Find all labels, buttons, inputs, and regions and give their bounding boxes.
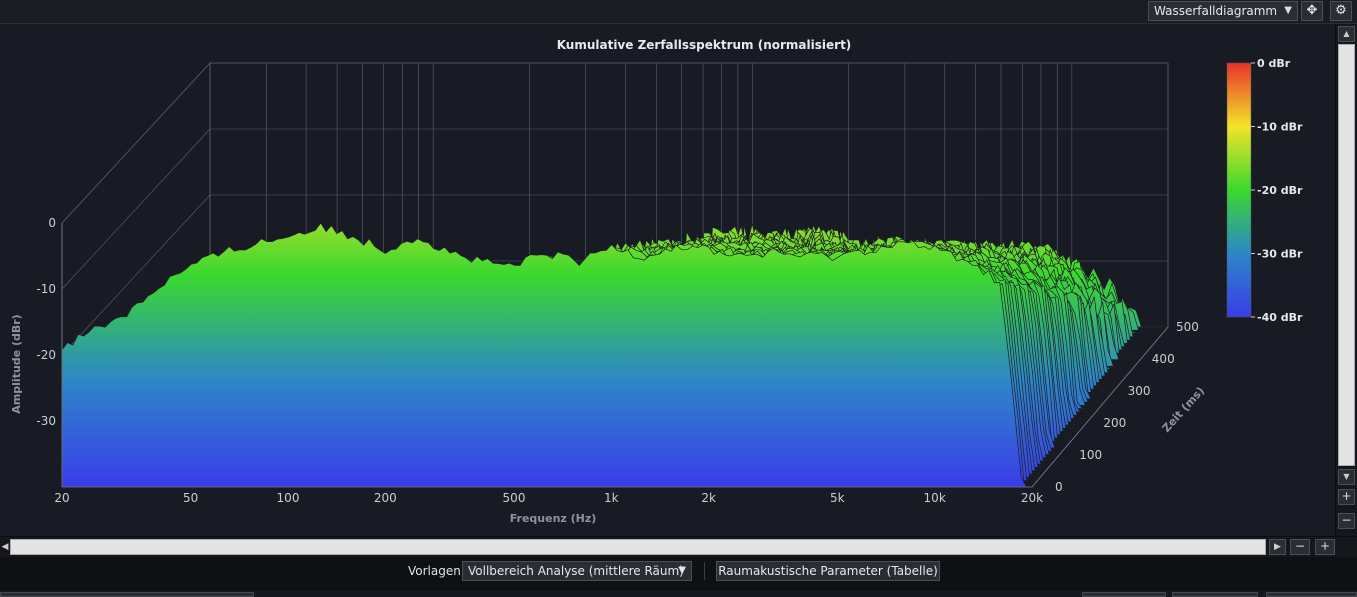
- x-tick-label: 200: [374, 491, 397, 505]
- zoom-in-vertical-button[interactable]: +: [1338, 489, 1355, 505]
- z-tick-label: 200: [1103, 416, 1126, 430]
- z-axis-label: Zeit (ms): [1160, 384, 1207, 435]
- tab-stub[interactable]: [1082, 592, 1166, 597]
- top-toolbar: Wasserfalldiagramm ▼ ✥ ⚙: [0, 0, 1357, 24]
- y-tick-label: -20: [36, 348, 56, 362]
- presets-label: Vorlagen: [408, 564, 461, 578]
- colorbar-tick-label: -10 dBr: [1257, 121, 1303, 134]
- scroll-up-icon[interactable]: ▲: [1338, 26, 1355, 42]
- horizontal-scrollbar[interactable]: ◀ ▶ − +: [0, 537, 1357, 557]
- zoom-out-horizontal-button[interactable]: −: [1290, 539, 1310, 555]
- vertical-scrollbar[interactable]: ▲ ▼ + −: [1336, 24, 1357, 536]
- x-tick-label: 1k: [604, 491, 619, 505]
- tab-stub[interactable]: [1172, 592, 1258, 597]
- x-tick-label: 20k: [1021, 491, 1043, 505]
- room-acoustics-button[interactable]: Raumakustische Parameter (Tabelle): [716, 561, 940, 581]
- horizontal-scroll-thumb[interactable]: [10, 539, 1266, 555]
- z-axis-ticks: 0 100 200 300 400 500: [1055, 320, 1199, 494]
- decay-slice-surface: [61, 222, 1032, 488]
- x-axis-label: Frequenz (Hz): [510, 512, 597, 525]
- toolbar-divider: [704, 562, 705, 580]
- z-tick-label: 0: [1055, 480, 1063, 494]
- scroll-left-icon[interactable]: ◀: [1, 542, 9, 552]
- view-type-value: Wasserfalldiagramm: [1154, 4, 1278, 18]
- scroll-down-icon[interactable]: ▼: [1338, 469, 1355, 485]
- x-tick-label: 5k: [830, 491, 845, 505]
- gear-icon[interactable]: ⚙: [1330, 1, 1352, 21]
- zoom-in-horizontal-button[interactable]: +: [1315, 539, 1335, 555]
- grid-line: [61, 128, 211, 290]
- grid-line: [61, 62, 211, 224]
- grid-line: [61, 194, 211, 356]
- tab-stub[interactable]: [1266, 592, 1357, 597]
- z-tick-label: 500: [1176, 320, 1199, 334]
- axis-frame: [61, 223, 1169, 488]
- x-tick-label: 10k: [924, 491, 946, 505]
- colorbar-ticks: 0 dBr -10 dBr -20 dBr -30 dBr -40 dBr: [1251, 57, 1303, 324]
- z-axis-line: [1031, 326, 1169, 488]
- bottom-tab-strip: [0, 591, 1357, 597]
- y-axis-label: Amplitude (dBr): [10, 314, 23, 413]
- chevron-down-icon: ▼: [1284, 5, 1292, 16]
- colorbar-tick-label: -30 dBr: [1257, 248, 1303, 261]
- colorbar: [1226, 62, 1252, 318]
- y-tick-label: 0: [48, 216, 56, 230]
- z-tick-label: 400: [1152, 352, 1175, 366]
- x-tick-label: 50: [183, 491, 198, 505]
- colorbar-tick-label: -20 dBr: [1257, 184, 1303, 197]
- y-tick-label: -30: [36, 414, 56, 428]
- preset-value: Vollbereich Analyse (mittlere Räum): [468, 564, 684, 578]
- x-tick-label: 2k: [701, 491, 716, 505]
- view-type-select[interactable]: Wasserfalldiagramm ▼: [1148, 1, 1298, 21]
- tab-stub[interactable]: [0, 592, 254, 597]
- waterfall-plot-area: Kumulative Zerfallsspektrum (normalisier…: [0, 24, 1335, 536]
- waterfall-slices: [61, 222, 1168, 488]
- bottom-toolbar: Vorlagen Vollbereich Analyse (mittlere R…: [0, 557, 1357, 597]
- waterfall-chart: Kumulative Zerfallsspektrum (normalisier…: [10, 38, 1303, 525]
- chevron-down-icon: ▼: [678, 565, 686, 576]
- colorbar-tick-label: -40 dBr: [1257, 311, 1303, 324]
- x-tick-label: 100: [277, 491, 300, 505]
- x-axis-ticks: 20 50 100 200 500 1k 2k 5k 10k 20k: [54, 491, 1043, 505]
- colorbar-tick-label: 0 dBr: [1257, 57, 1291, 70]
- z-tick-label: 100: [1079, 448, 1102, 462]
- zoom-out-vertical-button[interactable]: −: [1338, 513, 1355, 529]
- chart-title: Kumulative Zerfallsspektrum (normalisier…: [557, 38, 852, 52]
- decay-slice: [61, 222, 1032, 488]
- y-axis-ticks: 0 -10 -20 -30: [36, 216, 56, 428]
- x-tick-label: 20: [54, 491, 69, 505]
- scroll-right-icon[interactable]: ▶: [1269, 539, 1286, 555]
- vertical-scroll-thumb[interactable]: [1338, 44, 1355, 466]
- move-icon[interactable]: ✥: [1301, 1, 1323, 21]
- z-tick-label: 300: [1128, 384, 1151, 398]
- y-tick-label: -10: [36, 282, 56, 296]
- x-tick-label: 500: [503, 491, 526, 505]
- preset-select[interactable]: Vollbereich Analyse (mittlere Räum) ▼: [462, 561, 692, 581]
